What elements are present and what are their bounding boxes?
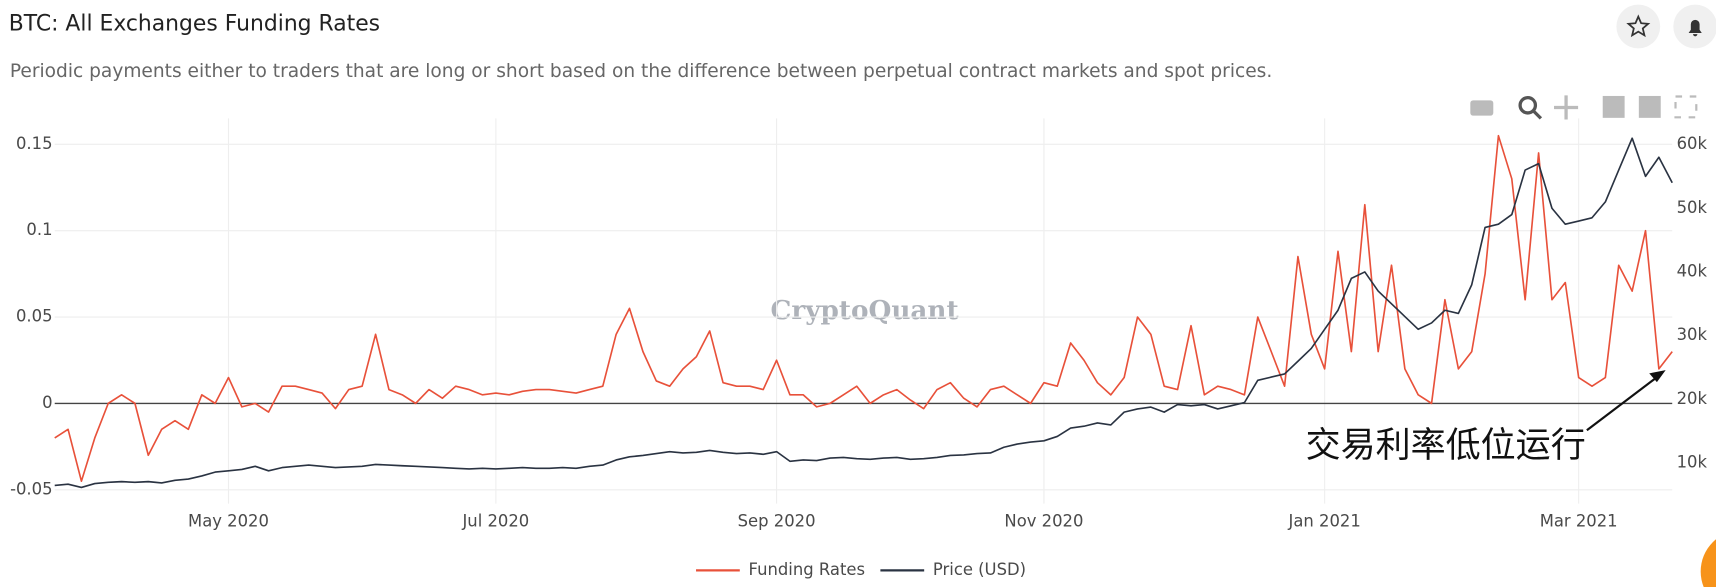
x-tick-label: Nov 2020	[1004, 512, 1083, 531]
chart-title: BTC: All Exchanges Funding Rates	[9, 11, 380, 36]
watermark: CryptoQuant	[770, 295, 958, 326]
y2-tick-label: 10k	[1677, 453, 1708, 472]
toolbar	[1470, 95, 1698, 120]
legend-label[interactable]: Price (USD)	[933, 560, 1026, 579]
y2-tick-label: 40k	[1677, 261, 1708, 280]
annotation-arrow	[1586, 377, 1656, 432]
series-line	[54, 137, 1673, 489]
y-tick-label: 0.15	[16, 134, 53, 153]
pan-icon[interactable]	[1554, 95, 1579, 120]
series-line	[54, 134, 1673, 483]
y-tick-label: 0	[42, 393, 52, 412]
corner-badge[interactable]	[1700, 530, 1716, 587]
chart-subtitle: Periodic payments either to traders that…	[10, 61, 1272, 82]
x-tick-label: Jan 2021	[1288, 512, 1361, 531]
zoom-in-icon[interactable]	[1602, 95, 1625, 118]
x-tick-label: Sep 2020	[738, 512, 816, 531]
y-tick-label: -0.05	[10, 479, 52, 498]
zoom-icon[interactable]	[1518, 95, 1538, 115]
x-tick-label: Jul 2020	[461, 512, 529, 531]
bell-icon	[1688, 19, 1702, 37]
annotation: 交易利率低位运行	[1306, 426, 1586, 465]
favorite-button[interactable]	[1616, 4, 1661, 49]
y2-tick-label: 60k	[1677, 134, 1708, 153]
y2-tick-label: 50k	[1677, 198, 1708, 217]
plot-area: May 2020 Jul 2020 Sep 2020 Nov 2020 Jan 2021…	[10, 118, 1708, 531]
x-tick-label: Mar 2021	[1540, 512, 1618, 531]
zoom-out-icon[interactable]	[1638, 95, 1661, 118]
y2-tick-label: 30k	[1677, 325, 1708, 344]
zoom-handle	[1532, 109, 1543, 120]
y-tick-label: 0.05	[16, 307, 53, 326]
arrow-head	[1649, 370, 1666, 383]
y-tick-label: 0.1	[26, 220, 52, 239]
camera-icon[interactable]	[1470, 100, 1494, 116]
reset-icon[interactable]	[1674, 95, 1698, 119]
y2-tick-label: 20k	[1677, 389, 1708, 408]
legend-label[interactable]: Funding Rates	[749, 560, 866, 579]
x-tick-label: May 2020	[188, 512, 269, 531]
star-icon	[1626, 14, 1651, 38]
